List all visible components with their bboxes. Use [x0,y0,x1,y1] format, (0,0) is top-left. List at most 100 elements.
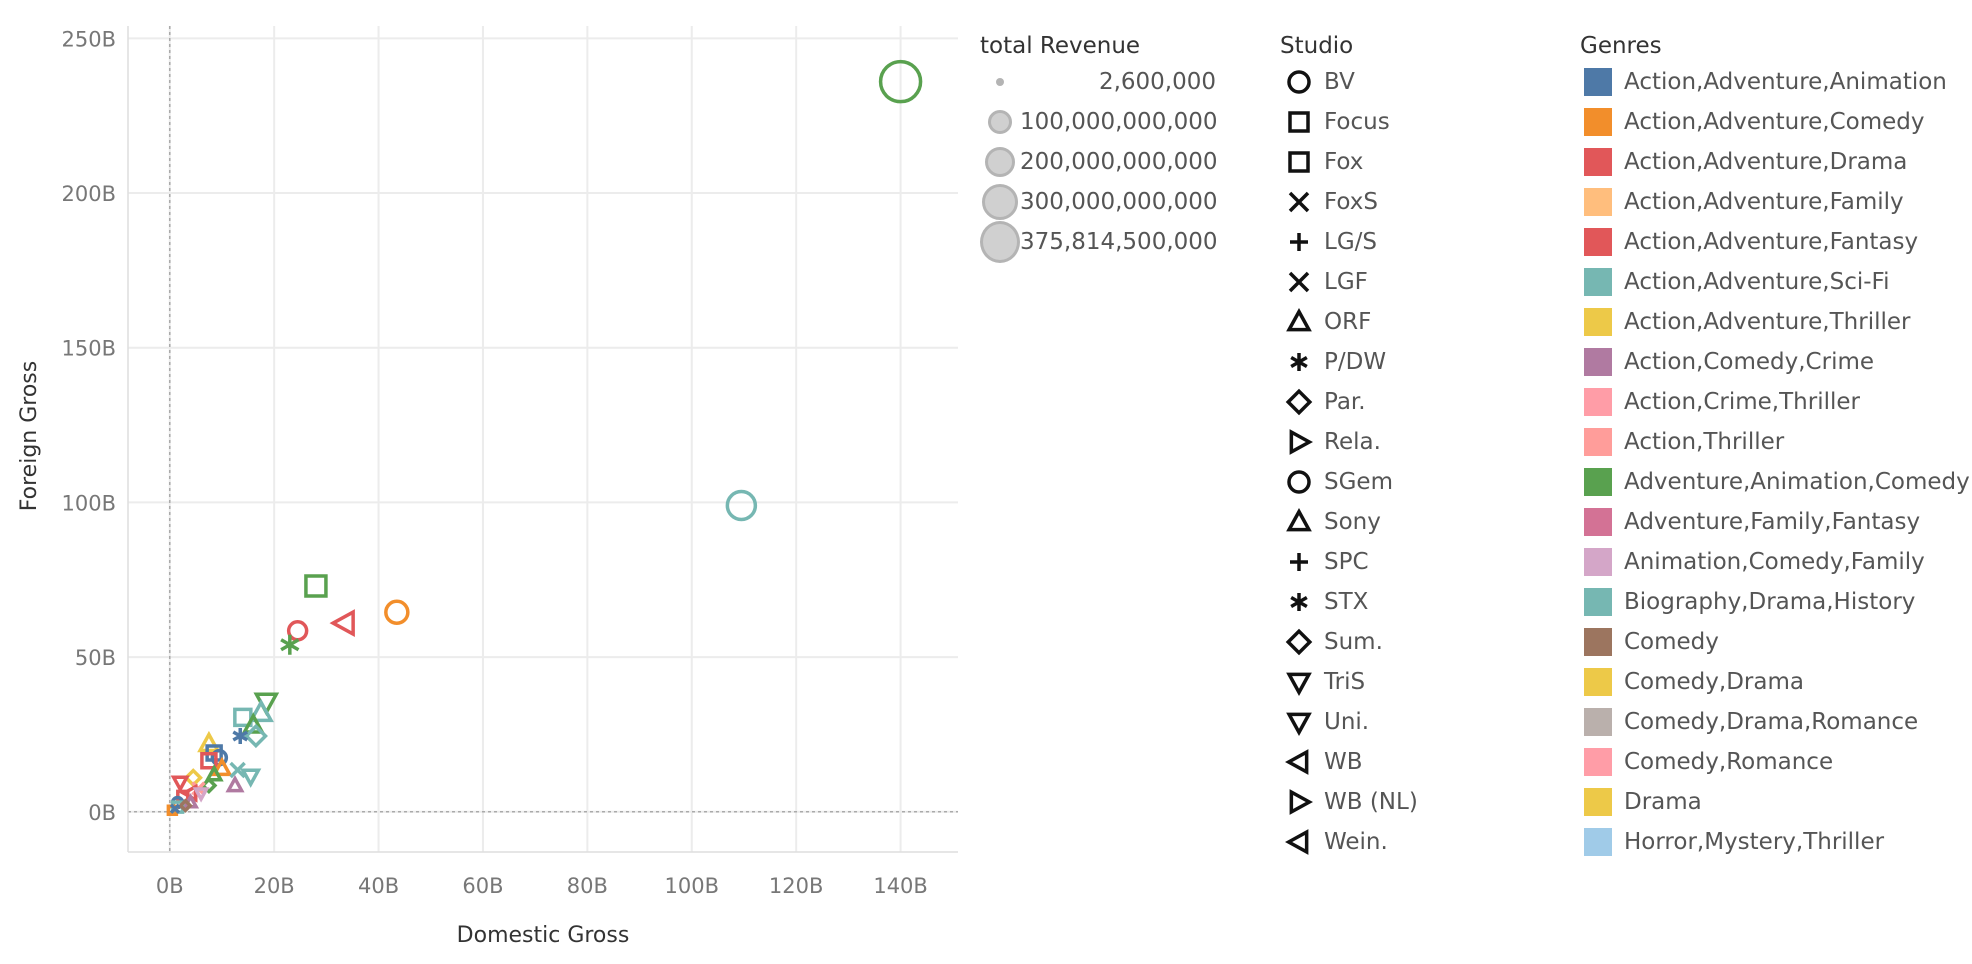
scatter-chart: 0B 20B 40B 60B 80B 100B 120B 140B 0B 50B 100B 150B 2… [17,26,958,948]
data-point [192,787,210,803]
genre-color-swatch [1584,548,1612,576]
genre-legend-label: Comedy,Romance [1624,749,1834,775]
data-point [241,712,266,734]
genre-legend-label: Comedy,Drama,Romance [1624,709,1919,735]
y-tick-label: 50B [75,646,116,670]
studio-legend-label: Par. [1324,389,1366,415]
genre-legend-item: Adventure,Animation,Comedy [1580,462,1972,502]
triangle-up-shape-icon [1286,308,1312,332]
plus-shape-icon [1290,553,1308,571]
studio-legend-item: P/DW [1280,342,1540,382]
diamond-shape-icon [1285,388,1313,416]
asterisk-shape-icon [1290,593,1308,611]
data-point [232,727,249,744]
studio-legend-label: Rela. [1324,429,1381,455]
genre-legend-label: Biography,Drama,History [1624,589,1916,615]
size-legend-symbol [980,78,1020,86]
studio-legend-item: LGF [1280,262,1540,302]
genre-legend-item: Comedy,Romance [1580,742,1972,782]
size-legend-symbol [980,110,1020,134]
x-tick-label: 0B [156,874,184,898]
size-legend-label: 2,600,000 [1098,69,1216,95]
studio-legend-label: LGF [1324,269,1368,295]
genre-color-swatch [1584,388,1612,416]
studio-legend-item: Sum. [1280,622,1540,662]
genres-legend: Genres Action,Adventure,Animation Action,… [1580,30,1972,862]
genre-color-swatch [1584,468,1612,496]
data-point [178,798,193,813]
genre-legend-label: Drama [1624,789,1702,815]
triangle-right-shape-icon [1289,429,1313,455]
square-shape-icon [1288,111,1310,133]
genre-legend-item: Action,Adventure,Comedy [1580,102,1972,142]
genre-legend-item: Comedy,Drama [1580,662,1972,702]
genre-color-swatch [1584,428,1612,456]
genre-legend-item: Action,Adventure,Family [1580,182,1972,222]
size-legend-label: 100,000,000,000 [1020,109,1218,135]
genre-legend-item: Action,Comedy,Crime [1580,342,1972,382]
size-legend-title: total Revenue [980,33,1141,59]
genre-color-swatch [1584,668,1612,696]
genre-color-swatch [1584,588,1612,616]
triangle-right-shape-icon [1289,789,1313,815]
studio-legend-item: ORF [1280,302,1540,342]
genre-legend-label: Action,Adventure,Animation [1624,69,1947,95]
genre-legend-label: Action,Crime,Thriller [1624,389,1860,415]
circle-shape-icon [1287,470,1311,494]
genre-color-swatch [1584,268,1612,296]
square-shape-icon [1288,151,1310,173]
genre-legend-item: Action,Adventure,Animation [1580,62,1972,102]
genre-color-swatch [1584,308,1612,336]
data-point [240,768,262,788]
size-legend-label: 300,000,000,000 [1020,189,1218,215]
genre-color-swatch [1584,68,1612,96]
y-tick-label: 100B [62,491,117,515]
genre-color-swatch [1584,348,1612,376]
studio-legend-label: SGem [1324,469,1393,495]
genre-legend-label: Action,Adventure,Sci-Fi [1624,269,1890,295]
genre-legend-label: Action,Adventure,Family [1624,189,1904,215]
x-tick-label: 60B [462,874,503,898]
studio-legend-label: SPC [1324,549,1369,575]
studio-legend-label: STX [1324,589,1369,615]
data-point [211,756,233,777]
studio-legend-label: BV [1324,69,1355,95]
data-point [204,764,224,782]
studio-legend-label: Uni. [1324,709,1370,735]
triangle-left-shape-icon [1285,749,1309,775]
genre-color-swatch [1584,228,1612,256]
studio-legend-label: Sony [1324,509,1381,535]
genre-color-swatch [1584,628,1612,656]
genre-legend-item: Animation,Comedy,Family [1580,542,1972,582]
genre-color-swatch [1584,148,1612,176]
data-point [304,574,328,598]
studio-legend-title: Studio [1280,33,1354,59]
studio-legend-item: Rela. [1280,422,1540,462]
genre-legend-item: Action,Crime,Thriller [1580,382,1972,422]
size-legend-symbol [980,147,1020,177]
asterisk-shape-icon [1290,353,1308,371]
data-point [280,634,300,655]
x-axis-title: Domestic Gross [457,923,630,948]
genre-color-swatch [1584,828,1612,856]
size-circle [982,184,1018,220]
genres-legend-title: Genres [1580,33,1662,59]
genre-legend-item: Action,Adventure,Sci-Fi [1580,262,1972,302]
size-legend: total Revenue 2,600,000 100,000,000,000 20… [980,30,1240,263]
data-point [170,775,190,793]
genre-legend-item: Comedy [1580,622,1972,662]
genre-color-swatch [1584,788,1612,816]
size-circle [980,221,1020,263]
data-point [233,707,253,728]
y-tick-label: 250B [62,27,117,51]
data-point [878,59,923,104]
size-legend-item: 200,000,000,000 [980,142,1240,182]
size-circle [996,78,1004,86]
studio-legend-item: Wein. [1280,822,1540,862]
studio-legend-item: Uni. [1280,702,1540,742]
data-point [243,723,268,749]
size-circle [985,147,1015,177]
studio-legend-label: WB [1324,749,1363,775]
genre-legend-item: Action,Adventure,Fantasy [1580,222,1972,262]
data-point [229,761,246,779]
